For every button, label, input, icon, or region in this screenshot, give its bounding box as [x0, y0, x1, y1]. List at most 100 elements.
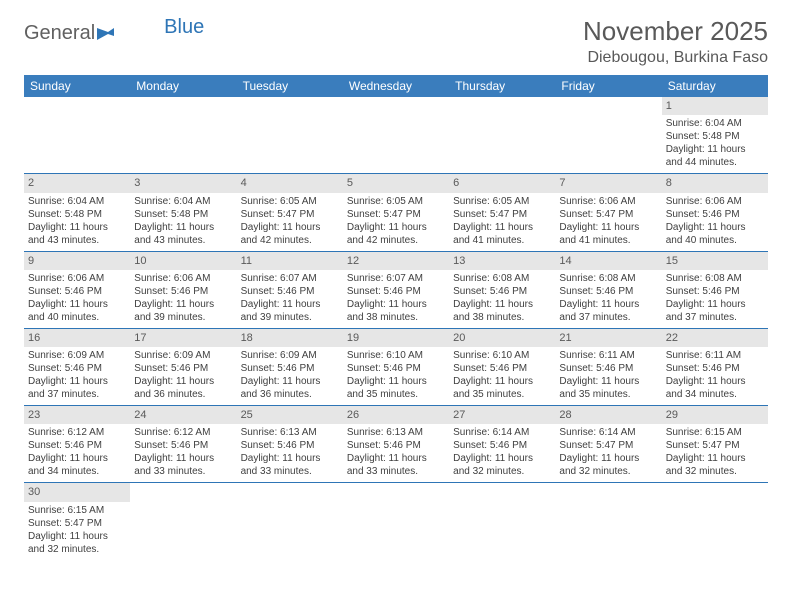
title-block: November 2025 Diebougou, Burkina Faso	[583, 16, 768, 67]
day-line-day1: Daylight: 11 hours	[666, 143, 764, 156]
day-line-sunset: Sunset: 5:46 PM	[453, 439, 551, 452]
day-line-sunrise: Sunrise: 6:06 AM	[28, 272, 126, 285]
calendar-cell: 17Sunrise: 6:09 AMSunset: 5:46 PMDayligh…	[130, 329, 236, 405]
day-body: Sunrise: 6:04 AMSunset: 5:48 PMDaylight:…	[24, 193, 130, 251]
day-line-day2: and 35 minutes.	[347, 388, 445, 401]
day-body: Sunrise: 6:14 AMSunset: 5:47 PMDaylight:…	[555, 424, 661, 482]
day-body: Sunrise: 6:04 AMSunset: 5:48 PMDaylight:…	[130, 193, 236, 251]
day-line-sunset: Sunset: 5:46 PM	[134, 439, 232, 452]
day-line-day2: and 32 minutes.	[666, 465, 764, 478]
day-body: Sunrise: 6:06 AMSunset: 5:47 PMDaylight:…	[555, 193, 661, 251]
day-line-day2: and 33 minutes.	[134, 465, 232, 478]
week-row: 2Sunrise: 6:04 AMSunset: 5:48 PMDaylight…	[24, 174, 768, 251]
calendar-cell	[24, 97, 130, 173]
day-line-day2: and 36 minutes.	[134, 388, 232, 401]
day-line-sunset: Sunset: 5:46 PM	[134, 362, 232, 375]
calendar-cell	[343, 97, 449, 173]
day-line-day2: and 39 minutes.	[134, 311, 232, 324]
day-body: Sunrise: 6:07 AMSunset: 5:46 PMDaylight:…	[237, 270, 343, 328]
day-body: Sunrise: 6:15 AMSunset: 5:47 PMDaylight:…	[24, 502, 130, 560]
calendar-cell	[449, 97, 555, 173]
calendar-cell: 2Sunrise: 6:04 AMSunset: 5:48 PMDaylight…	[24, 174, 130, 250]
day-line-sunrise: Sunrise: 6:06 AM	[559, 195, 657, 208]
calendar-cell: 24Sunrise: 6:12 AMSunset: 5:46 PMDayligh…	[130, 406, 236, 482]
day-body: Sunrise: 6:10 AMSunset: 5:46 PMDaylight:…	[343, 347, 449, 405]
day-line-day1: Daylight: 11 hours	[28, 452, 126, 465]
day-number: 9	[24, 252, 130, 270]
day-line-sunset: Sunset: 5:47 PM	[559, 439, 657, 452]
flag-icon	[96, 26, 116, 42]
day-line-sunrise: Sunrise: 6:05 AM	[241, 195, 339, 208]
calendar-cell: 10Sunrise: 6:06 AMSunset: 5:46 PMDayligh…	[130, 252, 236, 328]
calendar-cell: 29Sunrise: 6:15 AMSunset: 5:47 PMDayligh…	[662, 406, 768, 482]
calendar-cell: 14Sunrise: 6:08 AMSunset: 5:46 PMDayligh…	[555, 252, 661, 328]
day-number: 16	[24, 329, 130, 347]
day-number: 25	[237, 406, 343, 424]
day-body: Sunrise: 6:13 AMSunset: 5:46 PMDaylight:…	[343, 424, 449, 482]
day-line-sunrise: Sunrise: 6:04 AM	[666, 117, 764, 130]
day-number: 24	[130, 406, 236, 424]
day-line-sunset: Sunset: 5:46 PM	[347, 285, 445, 298]
day-line-day2: and 40 minutes.	[666, 234, 764, 247]
day-line-day2: and 39 minutes.	[241, 311, 339, 324]
day-number: 7	[555, 174, 661, 192]
day-number: 28	[555, 406, 661, 424]
day-line-day2: and 35 minutes.	[453, 388, 551, 401]
day-line-day2: and 44 minutes.	[666, 156, 764, 169]
day-line-day1: Daylight: 11 hours	[347, 452, 445, 465]
day-line-sunrise: Sunrise: 6:15 AM	[666, 426, 764, 439]
day-number: 29	[662, 406, 768, 424]
day-line-sunrise: Sunrise: 6:10 AM	[453, 349, 551, 362]
day-number: 22	[662, 329, 768, 347]
day-body: Sunrise: 6:08 AMSunset: 5:46 PMDaylight:…	[449, 270, 555, 328]
day-line-sunrise: Sunrise: 6:11 AM	[666, 349, 764, 362]
day-line-sunset: Sunset: 5:46 PM	[347, 362, 445, 375]
location: Diebougou, Burkina Faso	[583, 49, 768, 67]
calendar-cell: 25Sunrise: 6:13 AMSunset: 5:46 PMDayligh…	[237, 406, 343, 482]
day-line-sunrise: Sunrise: 6:08 AM	[559, 272, 657, 285]
calendar-cell: 6Sunrise: 6:05 AMSunset: 5:47 PMDaylight…	[449, 174, 555, 250]
calendar-cell: 21Sunrise: 6:11 AMSunset: 5:46 PMDayligh…	[555, 329, 661, 405]
day-line-day1: Daylight: 11 hours	[666, 452, 764, 465]
day-line-sunrise: Sunrise: 6:13 AM	[347, 426, 445, 439]
day-header-row: Sunday Monday Tuesday Wednesday Thursday…	[24, 75, 768, 97]
day-line-day1: Daylight: 11 hours	[134, 375, 232, 388]
day-line-sunset: Sunset: 5:46 PM	[666, 285, 764, 298]
calendar-cell: 23Sunrise: 6:12 AMSunset: 5:46 PMDayligh…	[24, 406, 130, 482]
day-line-sunset: Sunset: 5:47 PM	[347, 208, 445, 221]
day-line-day2: and 43 minutes.	[134, 234, 232, 247]
calendar-cell: 22Sunrise: 6:11 AMSunset: 5:46 PMDayligh…	[662, 329, 768, 405]
day-body: Sunrise: 6:08 AMSunset: 5:46 PMDaylight:…	[662, 270, 768, 328]
page: General Blue November 2025 Diebougou, Bu…	[0, 0, 792, 576]
day-header: Sunday	[24, 75, 130, 97]
day-line-day2: and 40 minutes.	[28, 311, 126, 324]
day-line-sunset: Sunset: 5:46 PM	[453, 285, 551, 298]
day-line-sunrise: Sunrise: 6:08 AM	[666, 272, 764, 285]
calendar: Sunday Monday Tuesday Wednesday Thursday…	[24, 75, 768, 560]
day-line-day1: Daylight: 11 hours	[559, 375, 657, 388]
day-body: Sunrise: 6:15 AMSunset: 5:47 PMDaylight:…	[662, 424, 768, 482]
day-line-day1: Daylight: 11 hours	[28, 221, 126, 234]
day-body: Sunrise: 6:08 AMSunset: 5:46 PMDaylight:…	[555, 270, 661, 328]
calendar-cell	[130, 483, 236, 559]
day-line-day1: Daylight: 11 hours	[559, 452, 657, 465]
day-body: Sunrise: 6:06 AMSunset: 5:46 PMDaylight:…	[24, 270, 130, 328]
day-line-sunrise: Sunrise: 6:09 AM	[28, 349, 126, 362]
day-header: Saturday	[662, 75, 768, 97]
day-line-day2: and 34 minutes.	[666, 388, 764, 401]
day-number: 10	[130, 252, 236, 270]
day-line-sunrise: Sunrise: 6:13 AM	[241, 426, 339, 439]
day-number: 17	[130, 329, 236, 347]
calendar-cell	[555, 97, 661, 173]
calendar-cell: 11Sunrise: 6:07 AMSunset: 5:46 PMDayligh…	[237, 252, 343, 328]
day-line-sunrise: Sunrise: 6:05 AM	[453, 195, 551, 208]
day-body: Sunrise: 6:09 AMSunset: 5:46 PMDaylight:…	[237, 347, 343, 405]
calendar-cell: 3Sunrise: 6:04 AMSunset: 5:48 PMDaylight…	[130, 174, 236, 250]
calendar-cell: 9Sunrise: 6:06 AMSunset: 5:46 PMDaylight…	[24, 252, 130, 328]
calendar-cell	[662, 483, 768, 559]
day-line-day1: Daylight: 11 hours	[453, 375, 551, 388]
day-line-day1: Daylight: 11 hours	[559, 221, 657, 234]
week-row: 30Sunrise: 6:15 AMSunset: 5:47 PMDayligh…	[24, 483, 768, 559]
day-line-sunset: Sunset: 5:47 PM	[559, 208, 657, 221]
day-line-sunset: Sunset: 5:46 PM	[453, 362, 551, 375]
